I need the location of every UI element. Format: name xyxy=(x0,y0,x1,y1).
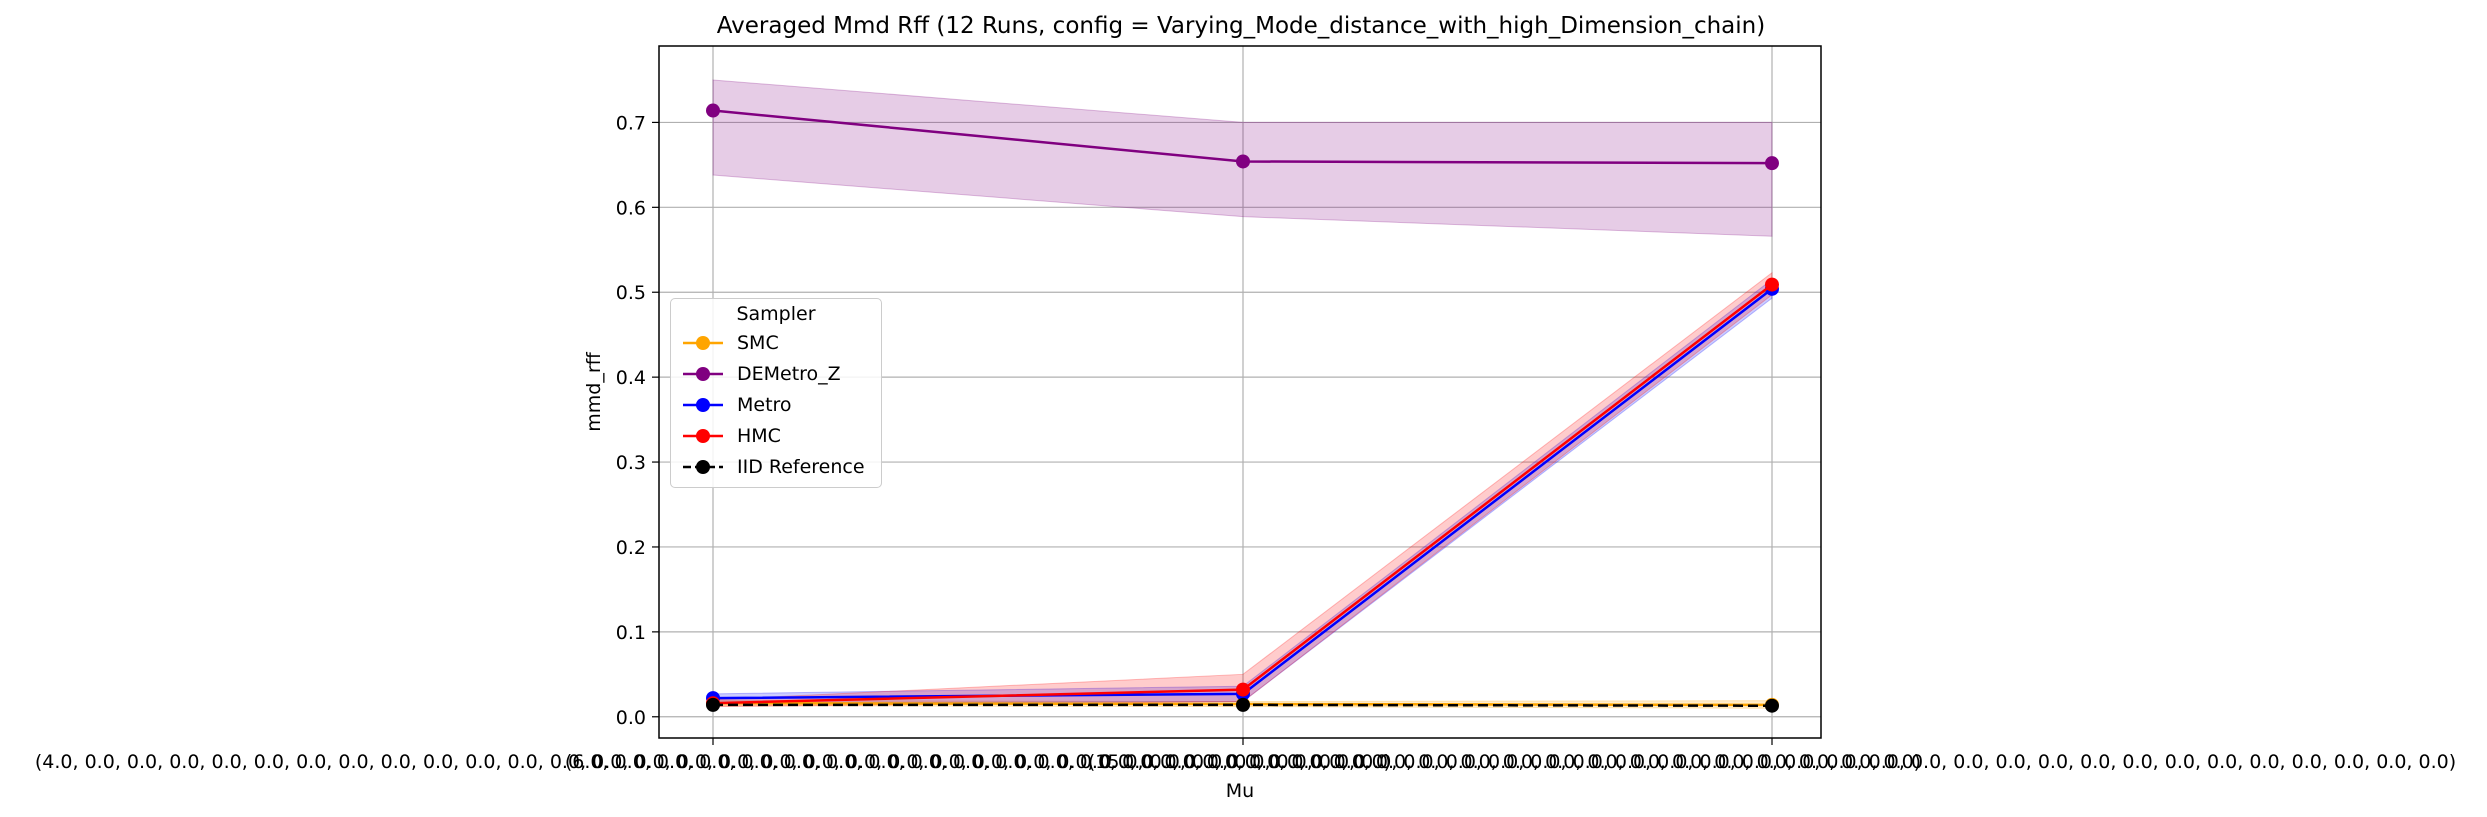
data-point xyxy=(706,103,720,118)
legend-item: DEMetro_Z xyxy=(681,361,841,387)
legend-item: IID Reference xyxy=(681,454,865,480)
legend-label: HMC xyxy=(737,425,781,447)
y-tick-label: 0.0 xyxy=(616,707,646,729)
x-axis-label: Mu xyxy=(1226,780,1254,802)
y-tick-label: 0.2 xyxy=(616,537,646,559)
legend-label: IID Reference xyxy=(737,456,865,478)
data-point xyxy=(1236,682,1250,697)
y-tick-label: 0.1 xyxy=(616,622,646,644)
legend-item: HMC xyxy=(681,423,781,449)
y-axis-label: mmd_rff xyxy=(583,351,605,431)
axis-ticks: 0.0 0.1 0.2 0.3 0.4 0.5 0.6 0.7 (4.0, 0.0, 0.0, … xyxy=(35,112,2456,773)
y-tick-label: 0.6 xyxy=(616,197,646,219)
data-point xyxy=(1765,156,1779,171)
y-tick-label: 0.3 xyxy=(616,452,646,474)
legend-marker xyxy=(683,398,723,412)
y-tick-label: 0.4 xyxy=(616,367,646,389)
plot-frame xyxy=(658,45,1822,739)
y-tick-label: 0.5 xyxy=(616,282,646,304)
legend-label: SMC xyxy=(737,332,779,354)
legend: Sampler SMC DEMetro_Z Metro HMC IID Referenc… xyxy=(670,298,882,488)
series-lines xyxy=(706,103,1779,713)
data-point xyxy=(1765,698,1779,713)
data-point xyxy=(1236,697,1250,712)
legend-item: Metro xyxy=(681,392,792,418)
x-tick-label: (6.0, 0.0, 0.0, 0.0, 0.0, 0.0, 0.0, 0.0,… xyxy=(565,751,1921,773)
legend-label: DEMetro_Z xyxy=(737,363,841,385)
data-point xyxy=(1236,154,1250,169)
data-point xyxy=(706,697,720,712)
legend-marker xyxy=(683,460,723,474)
y-tick-label: 0.7 xyxy=(616,112,646,134)
legend-marker xyxy=(683,336,723,350)
legend-marker xyxy=(683,367,723,381)
legend-title: Sampler xyxy=(736,303,816,325)
legend-label: Metro xyxy=(737,394,792,416)
x-tick-label: (15.0, 0.0, 0.0, 0.0, 0.0, 0.0, 0.0, 0.0… xyxy=(1088,751,2456,773)
data-point xyxy=(1765,277,1779,292)
x-tick-label: (4.0, 0.0, 0.0, 0.0, 0.0, 0.0, 0.0, 0.0,… xyxy=(35,751,1391,773)
chart-title: Averaged Mmd Rff (12 Runs, config = Vary… xyxy=(717,13,1765,39)
legend-marker xyxy=(683,429,723,443)
legend-item: SMC xyxy=(681,330,779,356)
